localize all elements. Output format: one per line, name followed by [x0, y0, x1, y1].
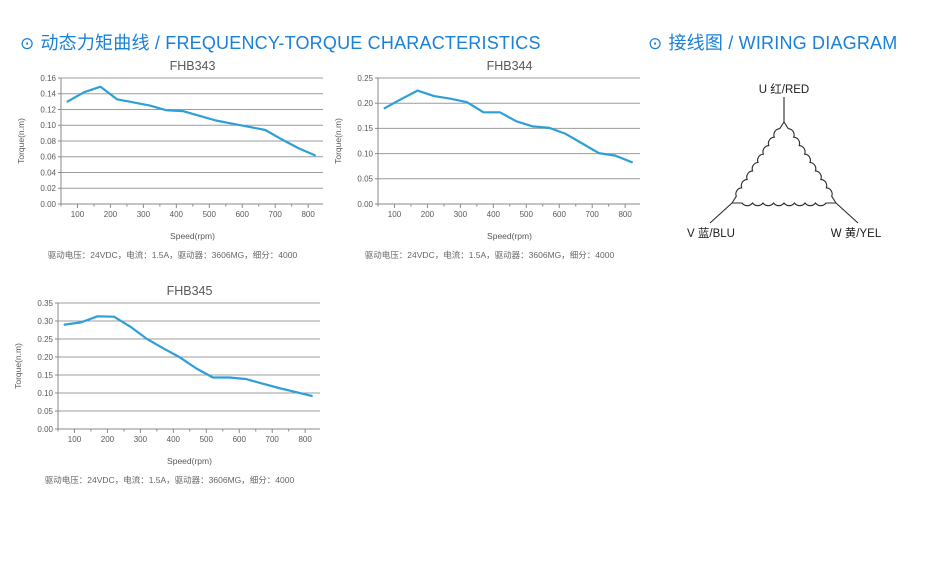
- terminal-label-v: V 蓝/BLU: [687, 228, 735, 240]
- drive-spec-caption: 驱动电压：24VDC，电流：1.5A，驱动器：3606MG，细分：4000: [47, 250, 298, 260]
- svg-text:0.16: 0.16: [40, 74, 56, 83]
- section-title-text: 接线图 / WIRING DIAGRAM: [668, 33, 898, 53]
- svg-text:200: 200: [421, 210, 435, 219]
- svg-text:0.35: 0.35: [37, 299, 53, 308]
- svg-text:Torque(n.m): Torque(n.m): [333, 118, 343, 164]
- delta-coil-diagram: [709, 97, 859, 224]
- svg-text:0.15: 0.15: [357, 124, 373, 133]
- svg-text:400: 400: [167, 435, 181, 444]
- svg-text:0.10: 0.10: [37, 389, 53, 398]
- svg-text:800: 800: [298, 435, 312, 444]
- chart-title: FHB344: [486, 59, 533, 73]
- chart-plot-area: 0.00 0.05 0.10 0.15 0.20 0.25 Torque(n.m) 100 20…: [332, 74, 647, 224]
- svg-text:0.02: 0.02: [40, 184, 56, 193]
- svg-text:800: 800: [618, 210, 632, 219]
- svg-text:0.30: 0.30: [37, 317, 53, 326]
- chart-fhb344: FHB344 0.00 0.05 0.10 0.15 0.20 0.25 Torque(n.…: [332, 58, 647, 261]
- svg-text:600: 600: [553, 210, 567, 219]
- svg-text:Torque(n.m): Torque(n.m): [13, 343, 23, 389]
- svg-text:200: 200: [101, 435, 115, 444]
- svg-text:0.00: 0.00: [357, 200, 373, 209]
- svg-text:800: 800: [301, 210, 315, 219]
- drive-spec-caption: 驱动电压：24VDC，电流：1.5A，驱动器：3606MG，细分：4000: [44, 475, 295, 485]
- terminal-label-w: W 黄/YEL: [830, 228, 882, 240]
- svg-text:0.20: 0.20: [37, 353, 53, 362]
- svg-text:400: 400: [170, 210, 184, 219]
- svg-text:0.04: 0.04: [40, 168, 56, 177]
- svg-text:300: 300: [137, 210, 151, 219]
- chart-title: FHB345: [166, 284, 213, 298]
- x-axis-label: Speed(rpm): [487, 231, 532, 241]
- svg-text:0.25: 0.25: [37, 335, 53, 344]
- section-title-text: 动态力矩曲线 / FREQUENCY-TORQUE CHARACTERISTIC…: [40, 33, 541, 53]
- svg-text:0.14: 0.14: [40, 90, 56, 99]
- chart-fhb343: FHB343 0.00 0.02 0.04 0.06 0.08 0.10 0.12 0.14 0…: [15, 58, 330, 261]
- svg-text:700: 700: [269, 210, 283, 219]
- x-axis-label: Speed(rpm): [167, 456, 212, 466]
- chart-title: FHB343: [169, 59, 216, 73]
- svg-text:200: 200: [104, 210, 118, 219]
- bullet-circle-dot-icon: ⊙: [648, 34, 663, 53]
- svg-text:0.00: 0.00: [37, 425, 53, 434]
- drive-spec-caption: 驱动电压：24VDC，电流：1.5A，驱动器：3606MG，细分：4000: [364, 250, 615, 260]
- svg-text:100: 100: [388, 210, 402, 219]
- svg-text:0.00: 0.00: [40, 200, 56, 209]
- svg-text:700: 700: [266, 435, 280, 444]
- chart-plot-area: 0.00 0.02 0.04 0.06 0.08 0.10 0.12 0.14 0.16 Torq…: [15, 74, 330, 224]
- svg-text:600: 600: [236, 210, 250, 219]
- svg-text:0.05: 0.05: [37, 407, 53, 416]
- bullet-circle-dot-icon: ⊙: [20, 34, 35, 53]
- svg-text:500: 500: [203, 210, 217, 219]
- svg-text:0.06: 0.06: [40, 153, 56, 162]
- section-title-wiring-diagram: ⊙ 接线图 / WIRING DIAGRAM: [648, 29, 897, 55]
- svg-text:0.10: 0.10: [357, 149, 373, 158]
- terminal-label-u: U 红/RED: [758, 84, 810, 96]
- svg-text:0.20: 0.20: [357, 99, 373, 108]
- svg-text:0.05: 0.05: [357, 175, 373, 184]
- svg-text:0.12: 0.12: [40, 105, 56, 114]
- svg-text:300: 300: [134, 435, 148, 444]
- svg-text:400: 400: [487, 210, 501, 219]
- section-title-frequency-torque: ⊙ 动态力矩曲线 / FREQUENCY-TORQUE CHARACTERISTI…: [20, 29, 541, 55]
- svg-text:600: 600: [233, 435, 247, 444]
- wiring-diagram: U 红/RED V 蓝/BLU W 黄/YEL: [660, 75, 946, 255]
- svg-text:0.25: 0.25: [357, 74, 373, 83]
- chart-plot-area: 0.00 0.05 0.10 0.15 0.20 0.25 0.30 0.35 Torque(n…: [12, 299, 327, 449]
- svg-text:0.10: 0.10: [40, 121, 56, 130]
- svg-text:500: 500: [200, 435, 214, 444]
- svg-text:300: 300: [454, 210, 468, 219]
- svg-text:500: 500: [520, 210, 534, 219]
- x-axis-label: Speed(rpm): [170, 231, 215, 241]
- chart-fhb345: FHB345 0.00 0.05 0.10 0.15 0.20 0.25 0.30 0.35 T…: [12, 283, 327, 486]
- svg-text:0.08: 0.08: [40, 137, 56, 146]
- svg-text:Torque(n.m): Torque(n.m): [16, 118, 26, 164]
- svg-text:700: 700: [586, 210, 600, 219]
- svg-text:100: 100: [68, 435, 82, 444]
- svg-text:100: 100: [71, 210, 85, 219]
- svg-text:0.15: 0.15: [37, 371, 53, 380]
